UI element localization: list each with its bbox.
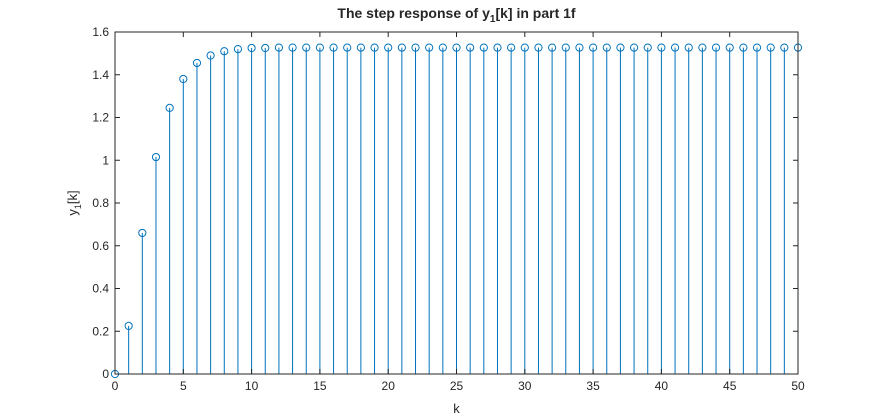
stem-marker (438, 43, 447, 52)
x-tick-label: 35 (586, 379, 600, 393)
stem-marker (479, 43, 488, 52)
chart-title-subscript: 1 (490, 14, 496, 25)
stem-marker (616, 43, 625, 52)
stem-series (110, 43, 803, 379)
stem-marker (657, 43, 666, 52)
stem-marker (261, 43, 270, 53)
stem-marker (534, 43, 543, 52)
stem-marker (452, 43, 461, 52)
stem-marker (329, 43, 338, 52)
stem-marker (780, 43, 789, 52)
stem-marker (507, 43, 516, 52)
x-axis-label: k (453, 401, 460, 416)
x-tick-label: 30 (518, 379, 532, 393)
stem-marker (302, 43, 311, 52)
stem-marker (589, 43, 598, 52)
stem-marker (466, 43, 475, 52)
y-axis-label-main: y (65, 209, 80, 216)
x-tick-label: 25 (450, 379, 464, 393)
y-axis-ticks: 0 0.2 0.4 0.6 0.8 1 1.2 1.4 1.6 (92, 25, 798, 381)
stem-marker (711, 43, 721, 52)
chart-title-main: The step response of y (337, 5, 490, 21)
y-tick-label: 1.2 (92, 111, 109, 125)
stem-marker (247, 43, 256, 53)
stem-marker (192, 58, 202, 68)
stem-marker (629, 43, 639, 52)
stem-marker (411, 43, 420, 52)
stem-marker (233, 45, 243, 54)
stem-marker (698, 43, 707, 52)
stem-marker (561, 43, 570, 52)
y-tick-label: 0.2 (92, 324, 109, 338)
stem-marker (370, 43, 379, 52)
stem-marker (670, 43, 680, 52)
x-tick-label: 50 (791, 379, 805, 393)
x-tick-label: 0 (112, 379, 119, 393)
stem-marker (575, 43, 584, 52)
y-tick-label: 0.4 (92, 282, 109, 296)
x-tick-label: 5 (180, 379, 187, 393)
stem-marker (684, 43, 693, 52)
stem-marker (315, 43, 324, 52)
x-axis-ticks: 0 5 10 15 20 25 30 35 40 45 50 (112, 32, 805, 393)
stem-marker (739, 43, 748, 52)
stem-marker (274, 43, 284, 52)
y-tick-label: 0.6 (92, 239, 109, 253)
stem-marker (766, 43, 775, 52)
stem-marker (220, 47, 229, 56)
stem-marker (425, 43, 434, 52)
y-axis-label-subscript: 1 (73, 204, 83, 209)
y-tick-label: 1 (102, 153, 109, 167)
stem-marker (179, 74, 188, 84)
y-axis-label: y1[k] (65, 190, 83, 215)
stem-marker (356, 43, 365, 52)
y-tick-label: 0.8 (92, 196, 109, 210)
x-tick-label: 40 (655, 379, 669, 393)
stem-marker (138, 228, 147, 238)
y-tick-label: 1.4 (92, 68, 109, 82)
stem-marker (384, 43, 393, 52)
stem-marker (752, 43, 762, 52)
y-axis-label-rest: [k] (65, 190, 80, 204)
y-tick-label: 1.6 (92, 25, 109, 39)
stem-marker (151, 152, 161, 162)
stem-marker (124, 321, 133, 331)
stem-marker (397, 43, 406, 52)
x-tick-label: 45 (723, 379, 737, 393)
stem-marker (288, 43, 297, 52)
chart-title-rest: [k] in part 1f (495, 5, 575, 21)
stem-marker (548, 43, 557, 52)
x-tick-label: 20 (382, 379, 396, 393)
stem-marker (520, 43, 529, 52)
stem-marker (343, 43, 352, 52)
x-tick-label: 15 (313, 379, 327, 393)
stem-marker (725, 43, 734, 52)
stem-marker (206, 51, 215, 60)
stem-marker (602, 43, 611, 52)
stem-marker (643, 43, 652, 52)
stem-marker (165, 103, 174, 112)
chart-title: The step response of y1[k] in part 1f (337, 5, 576, 25)
x-tick-label: 10 (245, 379, 259, 393)
stem-marker (493, 43, 502, 52)
y-tick-label: 0 (102, 367, 109, 381)
